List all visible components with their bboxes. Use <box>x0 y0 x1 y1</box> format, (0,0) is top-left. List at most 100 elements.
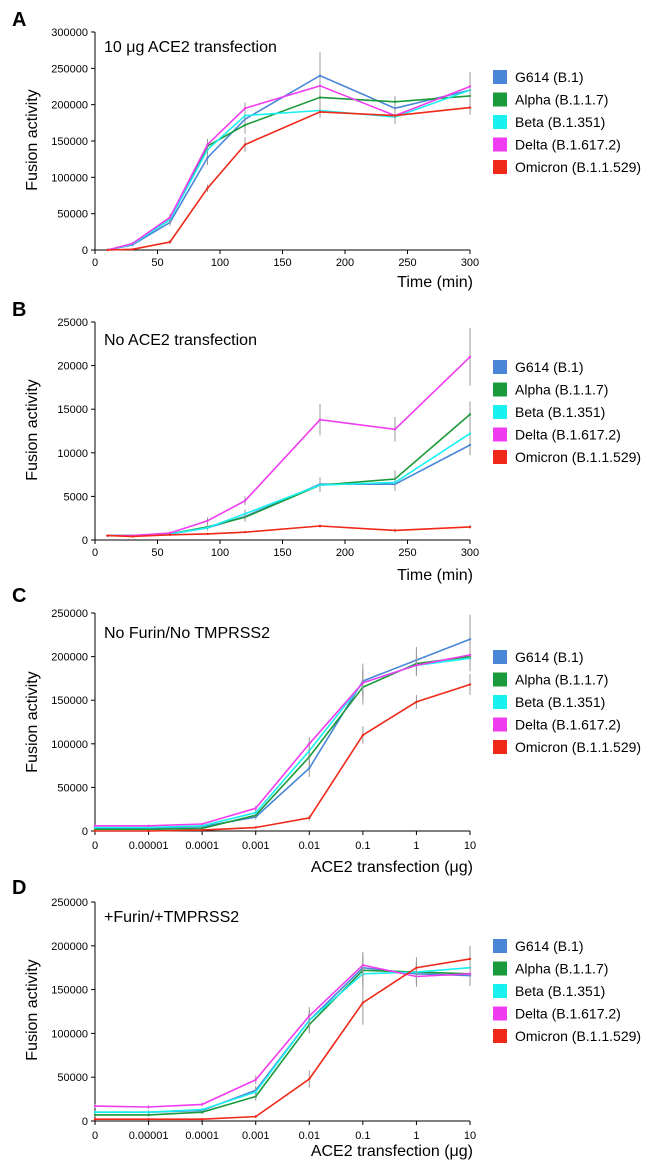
y-tick-label: 200000 <box>51 100 88 112</box>
data-point <box>168 531 172 535</box>
data-point <box>254 811 257 814</box>
series-line <box>107 84 471 251</box>
y-tick-label: 150000 <box>51 985 88 997</box>
y-tick-label: 25000 <box>57 317 88 329</box>
legend-swatch <box>493 450 507 464</box>
series-g614 <box>106 434 472 537</box>
x-tick-label: 100 <box>211 547 229 559</box>
y-tick-label: 0 <box>82 245 88 257</box>
data-point <box>106 534 109 537</box>
series-line <box>95 683 471 832</box>
legend-label: Omicron (B.1.1.529) <box>515 739 641 755</box>
legend-label: Omicron (B.1.1.529) <box>515 449 641 465</box>
data-point <box>243 143 247 146</box>
x-axis-label: Time (min) <box>397 274 473 291</box>
y-tick-label: 300000 <box>51 27 88 39</box>
x-tick-label: 300 <box>461 257 479 269</box>
data-point <box>243 530 247 534</box>
legend-label: Beta (B.1.351) <box>515 114 605 130</box>
series-line <box>94 964 471 1108</box>
legend-label: Delta (B.1.617.2) <box>515 1006 621 1022</box>
legend-swatch <box>493 360 507 374</box>
data-point <box>147 829 150 833</box>
y-tick-label: 10000 <box>57 448 88 460</box>
legend-swatch <box>493 672 507 687</box>
legend-label: Alpha (B.1.1.7) <box>515 382 608 398</box>
x-tick-label: 0.001 <box>242 840 270 852</box>
data-point <box>168 216 172 219</box>
series-line <box>107 74 471 251</box>
x-tick-label: 200 <box>336 257 354 269</box>
data-point <box>318 96 322 99</box>
x-tick-label: 50 <box>151 257 163 269</box>
data-point <box>468 355 472 359</box>
y-tick-label: 150000 <box>51 136 88 148</box>
x-tick-label: 0.1 <box>355 1130 370 1142</box>
data-point <box>318 483 322 487</box>
y-tick-label: 5000 <box>64 491 88 503</box>
data-point <box>131 248 134 251</box>
data-point <box>361 963 365 967</box>
y-tick-label: 100000 <box>51 172 88 184</box>
x-tick-label: 0.001 <box>242 1130 270 1142</box>
y-tick-label: 100000 <box>51 1028 88 1040</box>
data-point <box>131 535 134 538</box>
data-point <box>200 828 204 832</box>
data-point <box>393 529 397 532</box>
data-point <box>468 683 472 686</box>
series-g614 <box>93 954 472 1114</box>
series-line <box>95 966 471 1113</box>
series-alpha <box>93 957 472 1117</box>
data-point <box>243 107 247 110</box>
panel-title: 10 μg ACE2 transfection <box>104 39 277 56</box>
data-point <box>200 1118 204 1121</box>
data-point <box>200 1111 204 1114</box>
data-point <box>393 428 397 431</box>
data-point <box>308 742 311 745</box>
data-point <box>308 816 311 820</box>
legend-swatch <box>493 717 507 732</box>
x-tick-label: 0.01 <box>299 1130 320 1142</box>
data-point <box>147 826 150 829</box>
x-axis-label: ACE2 transfection (μg) <box>311 859 473 876</box>
data-point <box>206 519 209 523</box>
data-point <box>254 807 257 810</box>
data-point <box>468 432 472 435</box>
legend-swatch <box>493 650 507 664</box>
data-point <box>206 526 209 529</box>
data-point <box>361 681 365 684</box>
legend-label: Delta (B.1.617.2) <box>515 427 621 443</box>
y-axis-label: Fusion activity <box>24 379 41 480</box>
panel-title: No Furin/No TMPRSS2 <box>104 625 270 642</box>
legend-swatch <box>493 382 507 397</box>
data-point <box>131 242 134 245</box>
y-axis-label: Fusion activity <box>24 959 41 1060</box>
data-point <box>243 114 247 117</box>
data-point <box>93 1104 97 1108</box>
data-point <box>468 443 472 447</box>
legend-label: G614 (B.1) <box>515 359 583 375</box>
data-point <box>93 824 97 827</box>
y-tick-label: 250000 <box>51 897 88 909</box>
x-tick-label: 100 <box>211 257 229 269</box>
y-axis-label: Fusion activity <box>24 671 41 772</box>
data-point <box>393 114 397 117</box>
y-tick-label: 0 <box>82 1116 88 1128</box>
data-point <box>93 828 97 831</box>
data-point <box>93 1113 97 1117</box>
legend-label: G614 (B.1) <box>515 69 583 85</box>
legend-swatch <box>493 137 507 152</box>
data-point <box>93 826 97 829</box>
legend-label: Delta (B.1.617.2) <box>515 137 621 153</box>
panel-letter: C <box>12 585 26 607</box>
data-point <box>147 1118 150 1121</box>
legend-swatch <box>493 695 507 709</box>
series-beta <box>93 957 472 1114</box>
data-point <box>468 957 472 961</box>
series-line <box>95 655 471 831</box>
x-tick-label: 0 <box>92 257 98 269</box>
panel-title: No ACE2 transfection <box>104 332 257 349</box>
data-point <box>361 733 365 737</box>
data-point <box>168 533 172 536</box>
data-point <box>106 248 109 252</box>
